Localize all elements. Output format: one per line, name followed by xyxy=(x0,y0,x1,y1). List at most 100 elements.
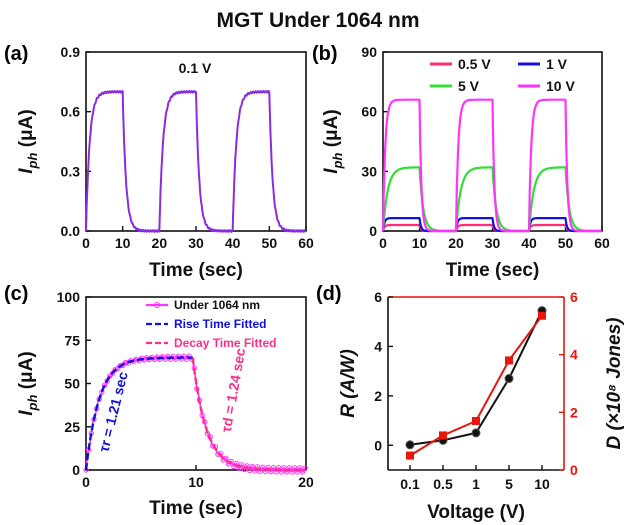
panel-b-series-line-0 xyxy=(381,223,603,233)
panel-c-raw-marker xyxy=(260,464,266,470)
panel-d-xtick-label: 0.5 xyxy=(433,476,453,492)
panel-c-ytick-label: 50 xyxy=(64,376,80,392)
panel-c-decay-tau: τd = 1.24 sec xyxy=(218,347,249,434)
panel-d-ylabel-right: D (×10⁸ Jones) xyxy=(604,318,625,450)
panel-d-ytick-right-label: 0 xyxy=(570,462,578,478)
panel-c-decay-fit xyxy=(191,357,305,472)
panel-b-ytick-label: 0 xyxy=(369,223,377,239)
panel-c-rise-fit xyxy=(84,356,193,471)
panel-label-b: (b) xyxy=(312,43,338,65)
panel-d-xlabel: Voltage (V) xyxy=(427,502,525,523)
panel-c-raw-marker xyxy=(278,469,285,475)
panel-b-xtick-label: 30 xyxy=(485,235,501,251)
panel-d-ytick-left-label: 0 xyxy=(374,437,382,453)
panel-a-xtick-label: 40 xyxy=(225,235,241,251)
panel-d-xtick-label: 0.1 xyxy=(400,476,420,492)
panel-c-xtick-label: 20 xyxy=(298,474,314,490)
panel-c-ylabel: Iph (μA) xyxy=(16,351,40,415)
panel-c-legend-marker xyxy=(154,302,160,308)
panel-d-point-R xyxy=(504,374,514,384)
panel-b-ylabel: Iph (μA) xyxy=(321,109,345,173)
panel-b-ytick-label: 90 xyxy=(361,44,377,60)
panel-c-ytick-label: 100 xyxy=(57,289,81,305)
panel-c-raw-marker xyxy=(249,463,256,470)
panel-a-xlabel: Time (sec) xyxy=(149,260,243,281)
panel-c-raw-marker xyxy=(173,356,179,362)
panel-d-point-R xyxy=(405,440,415,450)
panel-b-ytick-label: 60 xyxy=(361,104,377,120)
panel-b-xtick-label: 20 xyxy=(448,235,464,251)
panel-b-series-line-3 xyxy=(381,98,603,233)
panel-c-chart: 0 25 50 75 100 0 10 20 Under 1064 nm Rise Time Fi… xyxy=(16,289,314,519)
panel-a-chart: 0.0 0.3 0.6 0.9 0 10 20 30 40 50 60 0.1 V Time (sec)… xyxy=(16,44,314,281)
panel-c-raw-marker xyxy=(281,465,287,471)
panel-c-xtick-label: 10 xyxy=(188,474,204,490)
panel-a-xtick-label: 20 xyxy=(152,235,168,251)
panel-b-series-line-2 xyxy=(381,166,603,233)
panel-c-raw-marker xyxy=(289,469,295,475)
panel-d-xtick-label: 10 xyxy=(534,476,550,492)
panel-d-ytick-right-label: 2 xyxy=(570,404,578,420)
panel-d-point-R xyxy=(471,428,481,438)
panel-a-xtick-label: 50 xyxy=(262,235,278,251)
panel-a-xtick-label: 30 xyxy=(188,235,204,251)
panel-d-xtick-label: 1 xyxy=(472,476,480,492)
panel-a-axes-frame xyxy=(85,51,307,232)
panel-b-chart: 0 30 60 90 0 10 20 30 40 50 60 0.5 V 1 V 5 V 10 V Time … xyxy=(321,44,610,281)
panel-a-ytick-label: 0.6 xyxy=(61,104,81,120)
panel-c-xtick-label: 0 xyxy=(82,474,90,490)
panel-a-xtick-label: 60 xyxy=(298,235,314,251)
panel-c-ytick-label: 25 xyxy=(64,419,80,435)
panel-a-annotation: 0.1 V xyxy=(179,60,212,76)
panel-d-ylabel-left: R (A/W) xyxy=(338,349,359,418)
panel-b-legend-label: 5 V xyxy=(458,78,480,94)
panel-d-ytick-left-label: 2 xyxy=(374,388,382,404)
panel-b-xtick-label: 10 xyxy=(412,235,428,251)
panel-a-ytick-label: 0.3 xyxy=(61,163,81,179)
panel-c-raw-marker xyxy=(239,462,245,468)
panel-c-raw-marker xyxy=(183,356,190,362)
panel-a-series-line xyxy=(85,90,307,233)
panel-c-raw-marker xyxy=(299,469,306,475)
panel-a-ylabel: Iph (μA) xyxy=(16,109,40,173)
panel-a-ytick-label: 0.9 xyxy=(61,44,81,60)
panel-b-xtick-label: 0 xyxy=(379,235,387,251)
panel-c-ytick-label: 75 xyxy=(64,332,80,348)
panel-c-rise-tau: τr = 1.21 sec xyxy=(95,370,130,454)
panel-b-legend-label: 1 V xyxy=(546,56,568,72)
panel-label-a: (a) xyxy=(4,43,28,65)
panel-b-legend-label: 0.5 V xyxy=(458,56,491,72)
panel-b-legend-label: 10 V xyxy=(546,78,575,94)
panel-c-legend-label: Decay Time Fitted xyxy=(174,336,276,350)
panel-label-d: (d) xyxy=(316,283,342,305)
panel-d-chart: 0 0 2 2 4 4 6 6 0.1 0.5 1 5 10 Voltage (V) R (A/W) D (×… xyxy=(338,289,625,523)
panel-b-xtick-label: 50 xyxy=(558,235,574,251)
panel-d-point-D xyxy=(538,311,546,320)
panel-c-raw-marker xyxy=(302,465,308,471)
panel-b-xtick-label: 40 xyxy=(521,235,537,251)
panel-label-c: (c) xyxy=(4,283,28,305)
panel-a-xtick-label: 0 xyxy=(82,235,90,251)
panel-b-ytick-label: 30 xyxy=(361,163,377,179)
panel-a-ytick-label: 0.0 xyxy=(61,223,81,239)
panel-c-raw-marker xyxy=(270,464,277,471)
panel-d-ytick-right-label: 4 xyxy=(570,347,578,363)
panel-b-series-line-1 xyxy=(381,217,603,233)
panel-d-xtick-label: 5 xyxy=(505,476,513,492)
panel-b-xtick-label: 60 xyxy=(594,235,610,251)
panel-c-legend-label: Rise Time Fitted xyxy=(174,317,266,331)
panel-d-ytick-left-label: 6 xyxy=(374,289,382,305)
panel-c-xlabel: Time (sec) xyxy=(149,498,243,519)
panel-d-point-D xyxy=(505,356,513,365)
panel-d-point-D xyxy=(472,416,480,425)
panel-a-xtick-label: 10 xyxy=(115,235,131,251)
panel-d-point-D xyxy=(406,451,414,460)
panel-c-legend-label: Under 1064 nm xyxy=(174,298,260,312)
panel-c-ytick-label: 0 xyxy=(72,462,80,478)
panel-d-ytick-right-label: 6 xyxy=(570,289,578,305)
figure-title: MGT Under 1064 nm xyxy=(216,9,419,32)
panel-d-ytick-left-label: 4 xyxy=(374,338,382,354)
panel-b-xlabel: Time (sec) xyxy=(446,260,540,281)
panel-d-point-D xyxy=(439,431,447,440)
